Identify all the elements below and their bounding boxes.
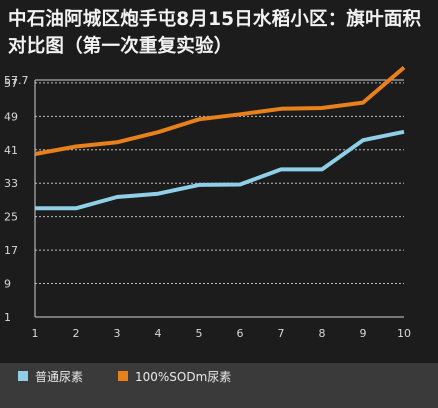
- x-tick-label: 3: [114, 327, 121, 340]
- x-tick-label: 2: [73, 327, 80, 340]
- y-tick-label: 1: [4, 311, 11, 324]
- y-tick-label: 41: [4, 144, 18, 157]
- legend-label-series-1: 100%SODm尿素: [135, 369, 232, 384]
- series-line-1: [34, 65, 406, 156]
- legend-swatch-series-1: [118, 371, 128, 381]
- x-tick-label: 8: [319, 327, 326, 340]
- y-tick-label: 25: [4, 211, 18, 224]
- chart-title: 中石油阿城区炮手屯8月15日水稻小区：旗叶面积对比图（第一次重复实验）: [8, 9, 422, 57]
- y-tick-label: 9: [4, 278, 11, 291]
- y-tick-label: 33: [4, 177, 18, 190]
- x-tick-label: 9: [360, 327, 367, 340]
- y-tick-label: 17: [4, 244, 18, 257]
- x-tick-label: 4: [155, 327, 162, 340]
- x-tick-label: 10: [397, 327, 411, 340]
- legend-item-series-1: 100%SODm尿素: [118, 369, 232, 384]
- y-tick-label: 57: [4, 77, 18, 90]
- legend: 普通尿素 100%SODm尿素: [0, 363, 438, 408]
- x-tick-label: 7: [278, 327, 285, 340]
- legend-item-series-0: 普通尿素: [18, 369, 84, 384]
- legend-label-series-0: 普通尿素: [35, 369, 84, 384]
- y-tick-label: 49: [4, 110, 18, 123]
- x-tick-label: 1: [32, 327, 39, 340]
- y-tick-label: 57.7: [4, 74, 29, 87]
- x-tick-label: 6: [237, 327, 244, 340]
- series-line-0: [35, 129, 405, 211]
- legend-swatch-series-0: [18, 371, 28, 381]
- x-tick-label: 5: [196, 327, 203, 340]
